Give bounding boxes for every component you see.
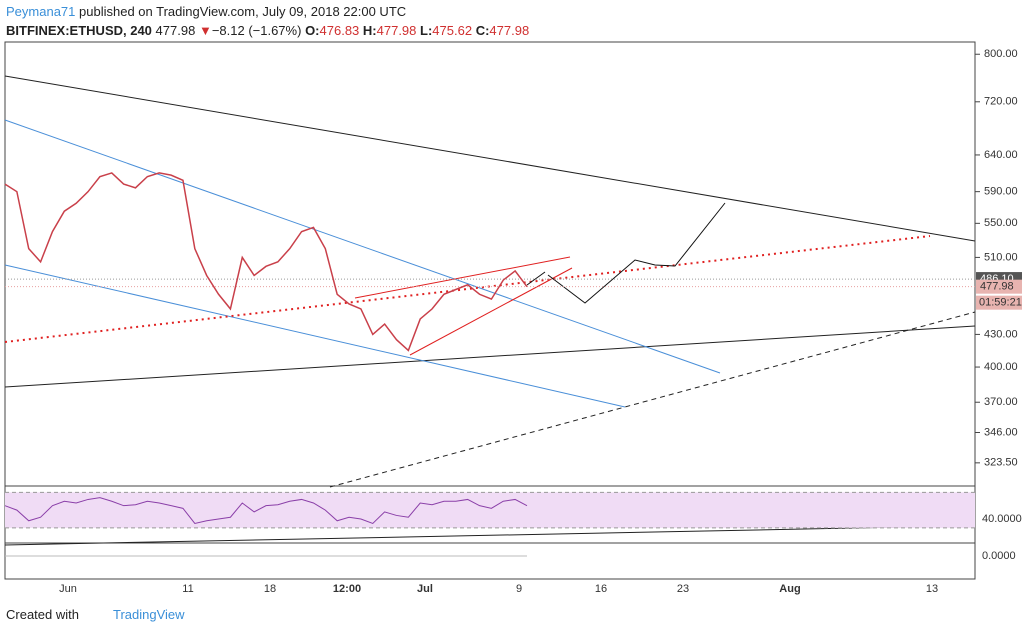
- close: 477.98: [489, 23, 530, 38]
- footer: Created with TradingView: [6, 607, 185, 622]
- y-tick-label: 590.00: [984, 186, 1018, 198]
- y-tick-label: 400.00: [984, 361, 1018, 373]
- author[interactable]: Peymana71: [6, 4, 76, 19]
- y-tick-label: 370.00: [984, 396, 1018, 408]
- dashed-trend: [329, 311, 976, 488]
- high: 477.98: [376, 23, 417, 38]
- rsi-tick-label: 40.0000: [982, 513, 1022, 525]
- x-tick-label: 12:00: [333, 583, 361, 595]
- countdown: 01:59:21: [979, 297, 1022, 309]
- trendline: [4, 325, 976, 388]
- change: −8.12 (−1.67%): [211, 23, 302, 38]
- y-tick-label: 800.00: [984, 48, 1018, 60]
- rsi-band: [5, 492, 975, 528]
- x-tick-label: 9: [516, 583, 522, 595]
- wedge-line: [409, 267, 573, 356]
- x-tick-label: 13: [926, 583, 938, 595]
- price-label: 477.98: [980, 281, 1014, 293]
- y-tick-label: 323.50: [984, 457, 1018, 469]
- symbol: BITFINEX:ETHUSD, 240: [6, 23, 152, 38]
- low: 475.62: [432, 23, 473, 38]
- header: Peymana71 published on TradingView.com, …: [6, 4, 530, 38]
- h-label: H:: [362, 23, 377, 38]
- x-tick-label: Jun: [59, 583, 77, 595]
- x-tick-label: 11: [182, 583, 193, 595]
- price-line: [4, 172, 528, 352]
- brand[interactable]: TradingView: [112, 607, 185, 622]
- rsi-line: [4, 497, 528, 525]
- y-tick-label: 720.00: [984, 96, 1018, 108]
- countdown-tag: [976, 295, 1022, 310]
- arrow: [526, 271, 546, 286]
- wedge-line: [354, 256, 571, 299]
- x-tick-label: 23: [677, 583, 689, 595]
- c-label: C:: [475, 23, 490, 38]
- x-tick-label: 18: [264, 583, 276, 595]
- x-tick-label: Jul: [417, 583, 433, 595]
- drawings: [4, 75, 976, 546]
- trendline: [4, 75, 976, 242]
- x-tick-label: 16: [595, 583, 607, 595]
- y-tick-label: 346.00: [984, 426, 1018, 438]
- price-tag: [976, 279, 1022, 294]
- rsi-trend: [4, 525, 956, 546]
- y-tick-label: 510.00: [984, 251, 1018, 263]
- channel-line: [4, 264, 626, 408]
- published: published on TradingView.com, July 09, 2…: [79, 4, 407, 19]
- l-label: L:: [420, 23, 433, 38]
- last: 477.98: [155, 23, 196, 38]
- y-tick-label: 550.00: [984, 217, 1018, 229]
- x-tick-label: Aug: [779, 583, 800, 595]
- open: 476.83: [319, 23, 360, 38]
- y-tick-label: 430.00: [984, 328, 1018, 340]
- macd-tick-label: 0.0000: [982, 550, 1016, 562]
- y-tick-label: 640.00: [984, 149, 1018, 161]
- arrow-path: [547, 202, 726, 304]
- o-label: O:: [305, 23, 320, 38]
- channel-line: [4, 119, 721, 374]
- created-with: Created with: [6, 607, 79, 622]
- dotted-trend: [4, 235, 931, 343]
